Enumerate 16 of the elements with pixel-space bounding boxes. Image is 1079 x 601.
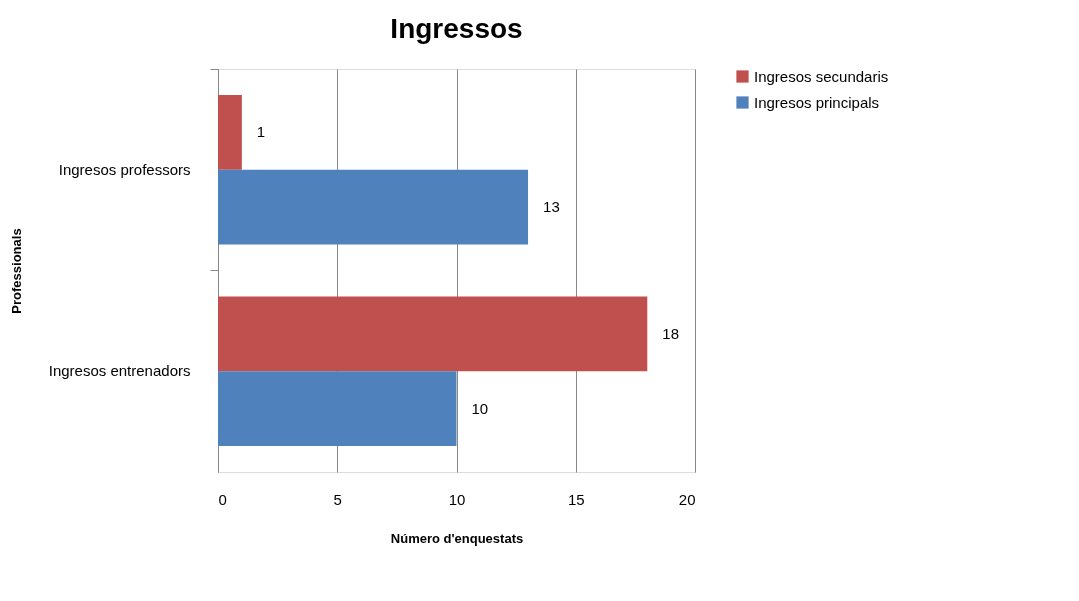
data-label: 18 (662, 324, 679, 342)
x-tick-label: 5 (333, 490, 342, 508)
y-tick-label: Ingresos professors (58, 160, 191, 178)
data-label: 10 (471, 399, 489, 417)
legend-label: Ingresos secundaris (754, 67, 889, 85)
legend-label: Ingresos principals (754, 93, 880, 111)
x-tick-label: 15 (567, 490, 585, 508)
y-axis-title: Professionals (8, 228, 24, 314)
data-label: 13 (543, 198, 560, 216)
x-tick-label: 0 (218, 490, 227, 508)
data-label: 1 (256, 123, 266, 141)
x-tick-label: 20 (678, 490, 696, 508)
y-tick-label: Ingresos entrenadors (48, 362, 191, 380)
x-axis-title: Número d'enquestats (390, 530, 524, 546)
chart-title: Ingressos (390, 12, 523, 44)
x-tick-label: 10 (448, 490, 466, 508)
